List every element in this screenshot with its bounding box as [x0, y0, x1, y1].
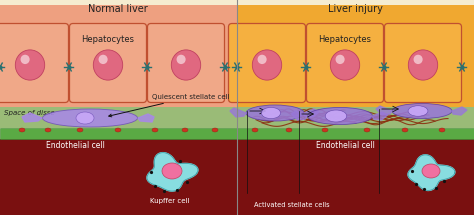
Ellipse shape	[15, 50, 45, 80]
Bar	[237, 5, 474, 107]
Polygon shape	[292, 111, 308, 120]
FancyBboxPatch shape	[384, 23, 462, 103]
Ellipse shape	[77, 128, 83, 132]
Ellipse shape	[246, 105, 304, 121]
Polygon shape	[230, 108, 246, 117]
Bar	[0, 107, 237, 128]
Bar	[237, 128, 474, 139]
Ellipse shape	[20, 55, 30, 64]
FancyBboxPatch shape	[228, 23, 306, 103]
Ellipse shape	[322, 128, 328, 132]
Ellipse shape	[402, 128, 408, 132]
Ellipse shape	[76, 112, 94, 124]
FancyBboxPatch shape	[147, 23, 225, 103]
Bar	[237, 0, 474, 215]
Polygon shape	[373, 112, 388, 120]
Ellipse shape	[19, 128, 25, 132]
Polygon shape	[452, 107, 467, 115]
Ellipse shape	[325, 110, 346, 122]
Bar	[0, 139, 237, 215]
Ellipse shape	[286, 128, 292, 132]
Text: Quiescent stellate cell: Quiescent stellate cell	[109, 94, 229, 117]
Ellipse shape	[252, 128, 258, 132]
Text: Kupffer cell: Kupffer cell	[150, 198, 190, 204]
Ellipse shape	[115, 128, 121, 132]
Bar	[0, 0, 237, 215]
Bar	[0, 5, 237, 107]
Ellipse shape	[392, 103, 452, 118]
Text: Hepatocytes: Hepatocytes	[82, 35, 135, 45]
Ellipse shape	[408, 50, 438, 80]
Text: Activated stellate cells: Activated stellate cells	[254, 202, 330, 208]
Ellipse shape	[176, 55, 186, 64]
Bar	[237, 139, 474, 215]
Ellipse shape	[162, 163, 182, 179]
Polygon shape	[138, 114, 154, 122]
Text: Hepatocytes: Hepatocytes	[319, 35, 372, 45]
Polygon shape	[376, 106, 392, 115]
Ellipse shape	[422, 164, 440, 178]
Ellipse shape	[182, 128, 188, 132]
Ellipse shape	[252, 50, 282, 80]
Ellipse shape	[336, 55, 345, 64]
Polygon shape	[22, 113, 42, 122]
Ellipse shape	[45, 128, 51, 132]
Ellipse shape	[99, 55, 108, 64]
Ellipse shape	[212, 128, 218, 132]
Polygon shape	[304, 109, 319, 117]
Ellipse shape	[171, 50, 201, 80]
Ellipse shape	[257, 55, 267, 64]
FancyBboxPatch shape	[307, 23, 383, 103]
Ellipse shape	[330, 50, 360, 80]
Text: Space of disse: Space of disse	[4, 110, 55, 116]
Ellipse shape	[413, 55, 423, 64]
Text: Normal liver: Normal liver	[88, 4, 148, 14]
Polygon shape	[147, 153, 198, 191]
FancyBboxPatch shape	[70, 23, 146, 103]
Ellipse shape	[439, 128, 445, 132]
FancyBboxPatch shape	[0, 23, 69, 103]
Bar	[0, 128, 237, 139]
Ellipse shape	[262, 108, 281, 119]
Text: Endothelial cell: Endothelial cell	[316, 140, 374, 149]
Ellipse shape	[364, 128, 370, 132]
Text: Liver injury: Liver injury	[328, 4, 383, 14]
Ellipse shape	[152, 128, 158, 132]
Ellipse shape	[408, 106, 428, 116]
Bar	[237, 107, 474, 128]
Ellipse shape	[43, 109, 137, 127]
Polygon shape	[408, 155, 455, 190]
Ellipse shape	[93, 50, 123, 80]
Text: Endothelial cell: Endothelial cell	[46, 140, 104, 149]
Ellipse shape	[308, 108, 373, 124]
